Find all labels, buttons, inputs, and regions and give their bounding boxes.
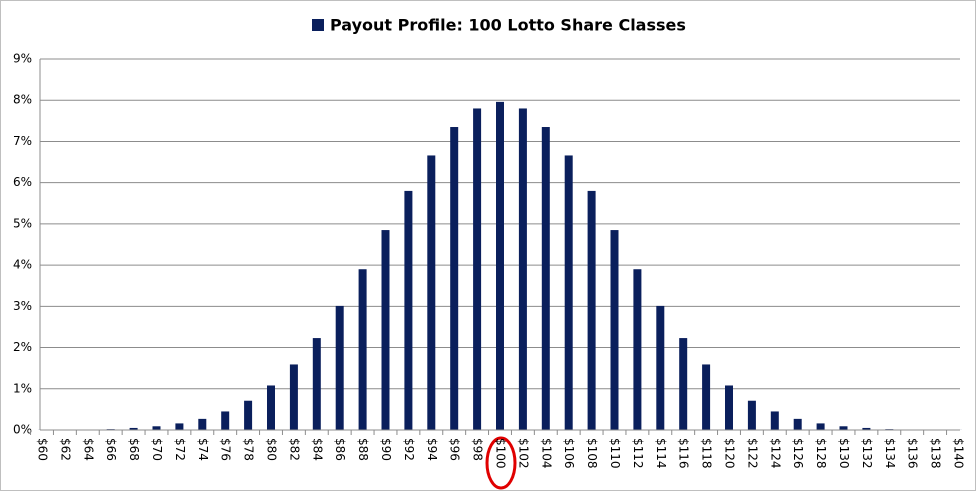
x-tick-label: $100 xyxy=(494,438,508,469)
y-tick-label: 2% xyxy=(13,340,32,354)
bar xyxy=(221,411,230,430)
bar xyxy=(267,385,275,430)
bar xyxy=(564,155,573,430)
bar xyxy=(587,190,596,430)
y-tick-label: 4% xyxy=(13,258,32,272)
x-tick-label: $66 xyxy=(104,438,118,461)
x-tick-label: $116 xyxy=(677,438,691,469)
x-tick-label: $90 xyxy=(379,438,393,461)
y-tick-label: 5% xyxy=(13,216,32,230)
bar xyxy=(496,101,504,431)
bar xyxy=(450,127,459,431)
x-tick-label: $74 xyxy=(196,438,210,461)
bar xyxy=(610,230,619,430)
bar xyxy=(702,364,711,430)
bar xyxy=(518,108,527,430)
bar xyxy=(747,400,756,430)
bar xyxy=(679,338,688,430)
x-tick-label: $80 xyxy=(265,438,279,461)
x-tick-label: $70 xyxy=(150,438,164,461)
bar xyxy=(839,426,848,430)
x-tick-label: $94 xyxy=(425,438,439,461)
x-tick-label: $106 xyxy=(562,438,576,469)
bar xyxy=(473,108,482,430)
bar xyxy=(633,269,642,430)
x-tick-label: $76 xyxy=(219,438,233,461)
x-tick-label: $114 xyxy=(654,438,668,469)
y-tick-label: 8% xyxy=(13,93,32,107)
bar xyxy=(541,127,550,431)
bar xyxy=(335,305,344,430)
bar xyxy=(816,423,825,430)
x-tick-label: $86 xyxy=(333,438,347,461)
x-tick-label: $136 xyxy=(906,438,920,469)
x-tick-label: $98 xyxy=(471,438,485,461)
x-tick-label: $84 xyxy=(310,438,324,461)
bar xyxy=(312,338,321,430)
x-tick-label: $124 xyxy=(768,438,782,469)
y-tick-label: 9% xyxy=(13,52,32,66)
x-tick-label: $110 xyxy=(608,438,622,469)
x-tick-label: $132 xyxy=(860,438,874,469)
bar xyxy=(862,427,871,430)
bar xyxy=(404,190,413,430)
x-tick-label: $128 xyxy=(814,438,828,469)
x-tick-label: $118 xyxy=(700,438,714,469)
x-tick-label: $78 xyxy=(242,438,256,461)
x-tick-label: $68 xyxy=(127,438,141,461)
bar xyxy=(770,411,779,430)
x-tick-label: $88 xyxy=(356,438,370,461)
y-tick-label: 3% xyxy=(13,299,32,313)
x-tick-label: $62 xyxy=(58,438,72,461)
x-tick-label: $120 xyxy=(723,438,737,469)
x-tick-label: $82 xyxy=(287,438,301,461)
bar xyxy=(725,385,733,430)
bar xyxy=(656,305,665,430)
x-tick-label: $72 xyxy=(173,438,187,461)
bar xyxy=(175,423,184,430)
x-tick-label: $60 xyxy=(36,438,50,461)
legend-swatch xyxy=(312,19,324,31)
y-tick-label: 0% xyxy=(13,423,32,437)
highlight-circle xyxy=(485,436,517,490)
bar xyxy=(381,230,390,430)
legend-label: Payout Profile: 100 Lotto Share Classes xyxy=(330,16,686,35)
bar xyxy=(244,400,253,430)
bar xyxy=(427,155,436,430)
x-tick-label: $138 xyxy=(929,438,943,469)
y-tick-label: 6% xyxy=(13,175,32,189)
x-tick-label: $102 xyxy=(516,438,530,469)
x-tick-label: $134 xyxy=(883,438,897,469)
bar xyxy=(358,269,367,430)
bar xyxy=(198,418,207,430)
x-tick-label: $140 xyxy=(952,438,966,469)
y-tick-label: 7% xyxy=(13,134,32,148)
x-tick-label: $112 xyxy=(631,438,645,469)
y-tick-label: 1% xyxy=(13,381,32,395)
bar xyxy=(289,364,298,430)
x-tick-label: $122 xyxy=(745,438,759,469)
x-tick-label: $96 xyxy=(448,438,462,461)
bar xyxy=(129,427,138,430)
x-tick-label: $64 xyxy=(81,438,95,461)
x-tick-label: $108 xyxy=(585,438,599,469)
x-tick-label: $126 xyxy=(791,438,805,469)
bar xyxy=(793,418,802,430)
x-tick-label: $130 xyxy=(837,438,851,469)
bar xyxy=(152,426,161,430)
x-tick-label: $104 xyxy=(539,438,553,469)
x-tick-label: $92 xyxy=(402,438,416,461)
